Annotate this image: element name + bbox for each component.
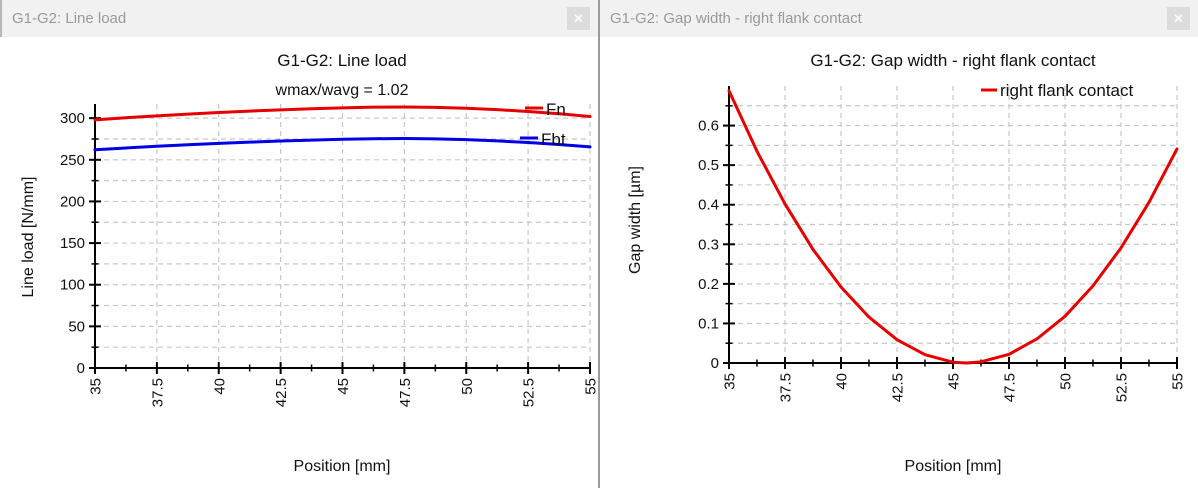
- window-gap-width: G1-G2: Gap width - right flank contact ✕…: [598, 0, 1198, 488]
- series-Fn: [93, 105, 592, 122]
- x-tick-label: 47.5: [1002, 373, 1019, 402]
- plot-area: 35 37.5 40 42.5 45 47.5 50 52.5 55 0 0.1 0.2 0.3 0.4 0…: [698, 86, 1187, 402]
- x-tick-label: 50: [1058, 373, 1075, 390]
- window-title: G1-G2: Gap width - right flank contact: [610, 10, 862, 27]
- y-tick-label: 300: [60, 110, 85, 127]
- x-tick-label: 52.5: [1114, 373, 1131, 402]
- x-tick-label: 40: [834, 373, 851, 390]
- chart-title: G1-G2: Gap width - right flank contact: [810, 51, 1096, 70]
- close-icon: ✕: [573, 11, 584, 26]
- x-tick-label: 45: [335, 378, 352, 395]
- gap-width-plot: G1-G2: Gap width - right flank contact 3…: [627, 51, 1187, 475]
- x-tick-label: 50: [459, 378, 476, 395]
- chart-title: G1-G2: Line load: [277, 51, 406, 70]
- x-tick-label: 52.5: [521, 378, 538, 407]
- y-tick-label: 0.6: [698, 118, 719, 135]
- x-tick-label: 35: [722, 373, 739, 390]
- x-tick-label: 37.5: [149, 378, 166, 407]
- y-tick-label: 100: [60, 277, 85, 294]
- x-axis-label: Position [mm]: [905, 458, 1002, 475]
- y-tick-label: 0.2: [698, 276, 719, 293]
- y-tick-label: 150: [60, 235, 85, 252]
- y-tick-label: 250: [60, 152, 85, 169]
- series-Fbt: [93, 137, 592, 152]
- y-tick-label: 0.4: [698, 197, 719, 214]
- x-tick-label: 37.5: [778, 373, 795, 402]
- y-tick-label: 0: [711, 355, 719, 372]
- chart-line-load: G1-G2: Line load wmax/wavg = 1.02 35 37.5…: [0, 37, 598, 488]
- legend: right flank contact: [981, 81, 1134, 100]
- legend: Fn Fbt: [520, 100, 566, 149]
- x-tick-label: 42.5: [890, 373, 907, 402]
- titlebar-gap-width[interactable]: G1-G2: Gap width - right flank contact ✕: [600, 0, 1198, 37]
- x-tick-label: 42.5: [273, 378, 290, 407]
- x-tick-label: 45: [946, 373, 963, 390]
- x-tick-label: 40: [211, 378, 228, 395]
- x-axis-label: Position [mm]: [294, 458, 391, 475]
- x-tick-label: 55: [583, 378, 599, 395]
- y-tick-label: 0: [77, 360, 85, 377]
- x-tick-label: 35: [88, 378, 105, 395]
- legend-label-right-flank: right flank contact: [1000, 81, 1134, 100]
- series-right flank contact: [727, 89, 1179, 365]
- close-button[interactable]: ✕: [567, 7, 590, 30]
- close-button[interactable]: ✕: [1167, 7, 1190, 30]
- y-tick-label: 50: [68, 318, 85, 335]
- y-tick-label: 0.3: [698, 236, 719, 253]
- y-tick-label: 0.1: [698, 315, 719, 332]
- line-load-plot: G1-G2: Line load wmax/wavg = 1.02 35 37.5…: [20, 51, 598, 475]
- y-axis-label: Gap width [µm]: [627, 166, 644, 274]
- y-tick-label: 0.5: [698, 157, 719, 174]
- window-title: G1-G2: Line load: [12, 10, 127, 27]
- x-tick-label: 47.5: [397, 378, 414, 407]
- y-axis-label: Line load [N/mm]: [20, 177, 37, 298]
- y-tick-label: 200: [60, 193, 85, 210]
- window-line-load: G1-G2: Line load ✕ G1-G2: Line load wmax…: [0, 0, 598, 488]
- plot-area: 35 37.5 40 42.5 45 47.5 50 52.5 55 0 50 100 150 200 25…: [60, 104, 598, 407]
- close-icon: ✕: [1173, 11, 1184, 26]
- legend-label-fn: Fn: [546, 100, 566, 119]
- x-tick-label: 55: [1170, 373, 1187, 390]
- titlebar-line-load[interactable]: G1-G2: Line load ✕: [0, 0, 598, 37]
- chart-gap-width: G1-G2: Gap width - right flank contact 3…: [600, 37, 1198, 488]
- chart-subtitle: wmax/wavg = 1.02: [275, 82, 409, 99]
- legend-label-fbt: Fbt: [541, 130, 566, 149]
